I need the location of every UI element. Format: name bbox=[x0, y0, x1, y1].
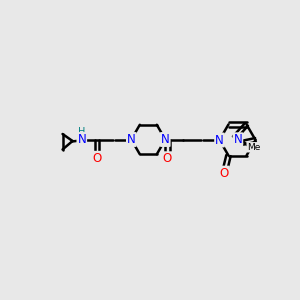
Text: O: O bbox=[163, 152, 172, 165]
Text: O: O bbox=[220, 167, 229, 180]
Text: N: N bbox=[215, 134, 224, 146]
Text: N: N bbox=[161, 133, 170, 146]
Text: Me: Me bbox=[247, 143, 261, 152]
Text: N: N bbox=[233, 133, 242, 146]
Text: O: O bbox=[92, 152, 102, 165]
Text: N: N bbox=[77, 133, 86, 146]
Text: N: N bbox=[127, 133, 136, 146]
Text: H: H bbox=[78, 127, 85, 137]
